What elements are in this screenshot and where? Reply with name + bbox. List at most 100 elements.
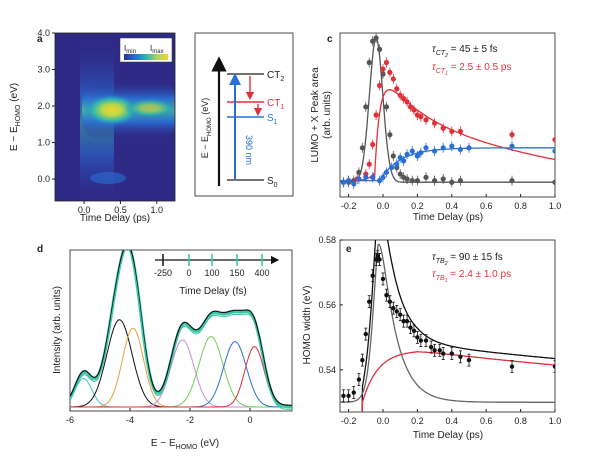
panel-e-ytick-label: 0.54 — [318, 365, 336, 375]
panel-c-xtick-label: -0.2 — [341, 201, 357, 211]
panel-e-xtick-label: -0.2 — [341, 416, 357, 426]
panel-c-xtick-label: 1.0 — [549, 201, 562, 211]
data-point-CT1 — [411, 107, 417, 113]
data-point-CT2 — [414, 178, 420, 184]
timeline-tick-label: 400 — [254, 268, 269, 278]
data-point-CT2 — [409, 178, 415, 184]
data-point-S1 — [376, 178, 383, 184]
data-point-CT1 — [457, 128, 463, 134]
data-point-S1 — [356, 176, 362, 182]
component-peak-0 — [70, 377, 292, 408]
data-point-CT2 — [432, 178, 438, 184]
panel-c-xtick-label: 0.0 — [377, 201, 390, 211]
data-point-CT2 — [356, 169, 362, 175]
annotation-tau-ct1: τCT1 = 2.5 ± 0.5 ps — [432, 62, 511, 77]
level-ct2-label: CT2 — [267, 70, 284, 83]
panel-c-frame — [339, 32, 556, 198]
data-point-CT2 — [359, 145, 365, 151]
component-peak-6 — [70, 346, 292, 408]
colorbar-min-label: Imin — [124, 44, 136, 55]
data-point-CT2 — [423, 174, 429, 180]
panel-a-axes: 0.0 0.5 1.0 0.0 1.0 2.0 3.0 4.0 — [37, 28, 163, 215]
data-point-CT1 — [397, 92, 403, 98]
data-point-CT1 — [366, 161, 372, 167]
data-point — [432, 348, 437, 353]
fit-curve-2 — [361, 351, 555, 412]
panel-c-axes: -0.2 0.0 0.2 0.4 0.6 0.8 1.0 — [341, 194, 561, 211]
data-point-CT2 — [449, 179, 455, 185]
panel-e-xtick-label: 0.2 — [411, 416, 424, 426]
data-point-CT2 — [440, 176, 446, 182]
data-point — [387, 299, 393, 304]
panel-d-plot — [70, 250, 292, 410]
data-point-CT1 — [449, 128, 455, 134]
component-peak-4 — [70, 335, 292, 408]
panel-d-xtick-label: -6 — [66, 415, 74, 425]
data-point-S1 — [383, 169, 390, 175]
data-point-CT2 — [397, 171, 403, 177]
data-point — [552, 364, 555, 369]
panel-e-plot — [340, 240, 555, 412]
panel-e-axes: -0.2 0.0 0.2 0.4 0.6 0.8 1.0 0.54 0.56 0.58 — [318, 235, 561, 426]
panel-d-xtick-label: 0 — [247, 415, 252, 425]
level-s0-label: S0 — [267, 176, 278, 189]
data-point-S1 — [449, 143, 455, 149]
heatmap-hotspot — [84, 94, 140, 126]
data-point — [509, 364, 515, 369]
heatmap-body — [80, 40, 175, 201]
level-ct1-label: CT1 — [267, 98, 284, 111]
fit-curve-0 — [361, 240, 555, 412]
data-point-CT1 — [423, 117, 429, 123]
data-point-CT1 — [390, 76, 396, 82]
data-point-S1 — [423, 145, 429, 151]
data-point-S1 — [401, 158, 407, 164]
data-point-CT2 — [552, 179, 555, 185]
data-point — [370, 273, 375, 278]
data-point-S1 — [457, 146, 463, 153]
data-point-CT2 — [404, 176, 410, 182]
data-point — [441, 351, 446, 356]
data-point-CT1 — [509, 132, 515, 138]
envelope-curve-2 — [70, 250, 292, 410]
panel-e-ylabel: HOMO width (eV) — [302, 286, 313, 365]
data-point — [373, 257, 379, 262]
panel-e-xtick-label: 0.0 — [377, 416, 390, 426]
data-point-CT1 — [370, 141, 376, 148]
data-point-CT2 — [376, 46, 383, 53]
colorbar — [124, 54, 168, 60]
data-point-S1 — [351, 181, 357, 187]
data-point — [377, 257, 382, 262]
data-point — [404, 318, 410, 324]
data-point-CT1 — [407, 104, 414, 110]
annotation-tau-ct2: τCT2 = 45 ± 5 fs — [432, 44, 498, 59]
panel-a-label: a — [37, 34, 43, 45]
fit-curve-0 — [340, 37, 555, 183]
data-point-CT2 — [457, 178, 463, 184]
panel-d-ylabel: Intensity (arb. units) — [52, 286, 63, 374]
data-point — [391, 305, 396, 311]
panel-a: a Imin Imax 0.0 0.5 1.0 0.0 1.0 2.0 3.0 4.0 Tim… — [9, 28, 176, 224]
data-point-CT1 — [394, 86, 400, 92]
panel-e-xtick-label: 0.6 — [480, 416, 493, 426]
data-point-S1 — [394, 161, 400, 167]
timeline-tick-label: 100 — [204, 268, 219, 278]
data-point-S1 — [409, 148, 415, 154]
data-point-CT2 — [363, 104, 369, 110]
panel-c-label: c — [327, 34, 333, 45]
component-peak-3 — [70, 339, 292, 408]
panel-d-frame — [69, 249, 293, 412]
panel-c-xlabel: Time Delay (ps) — [413, 212, 483, 223]
heatmap-tail — [124, 98, 175, 118]
data-point-CT1 — [552, 137, 555, 143]
panel-d-axes: -6 -4 -2 0 — [66, 408, 253, 425]
data-point — [401, 318, 406, 324]
panel-e-xtick-label: 0.4 — [446, 416, 459, 426]
data-point-S1 — [363, 174, 369, 180]
data-point-CT1 — [440, 125, 446, 131]
panel-b: b E − EHOMO (eV) CT2 CT1 S1 S0 390 nm — [194, 32, 294, 197]
timeline-inset: -250 0 100 150 400 Time Delay (fs) — [154, 254, 280, 297]
panel-a-xlabel: Time Delay (ps) — [80, 213, 150, 224]
data-point-CT2 — [390, 153, 396, 159]
data-point-S1 — [380, 174, 386, 180]
data-point — [458, 354, 463, 360]
